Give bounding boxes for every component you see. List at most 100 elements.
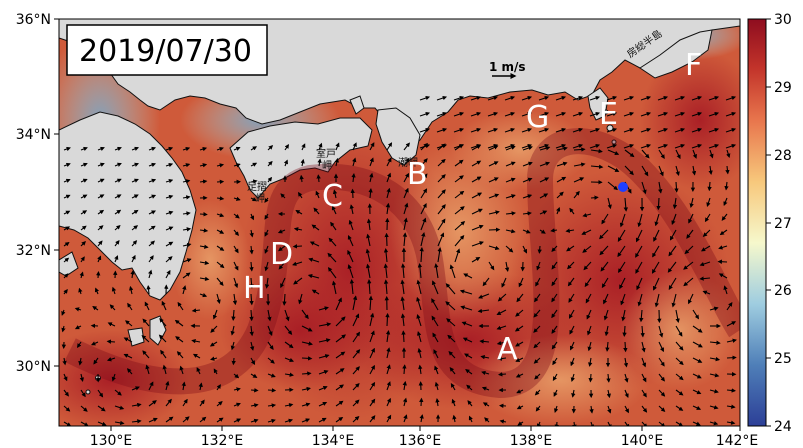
- velocity-vector: [516, 293, 524, 303]
- velocity-vector: [691, 165, 697, 176]
- velocity-vector: [216, 245, 225, 251]
- velocity-vector: [481, 386, 490, 391]
- region-label-a: A: [497, 332, 518, 367]
- velocity-vector: [352, 366, 360, 375]
- velocity-vector: [402, 397, 408, 407]
- velocity-vector: [691, 143, 703, 149]
- velocity-vector: [97, 209, 105, 215]
- velocity-vector: [161, 300, 167, 311]
- velocity-vector: [216, 146, 224, 152]
- velocity-vector: [277, 229, 286, 234]
- velocity-vector: [487, 127, 499, 133]
- velocity-vector: [347, 234, 354, 247]
- velocity-vector: [658, 165, 664, 177]
- land-goto: [59, 251, 79, 277]
- velocity-vector: [369, 415, 376, 423]
- velocity-vector: [460, 305, 473, 311]
- velocity-vector: [177, 301, 184, 311]
- velocity-vector: [131, 254, 136, 263]
- velocity-vector: [366, 233, 371, 247]
- velocity-vector: [600, 261, 609, 272]
- velocity-vector: [165, 226, 174, 231]
- velocity-vector: [521, 95, 533, 101]
- velocity-vector: [93, 357, 99, 365]
- velocity-vector: [301, 418, 311, 423]
- velocity-vector: [534, 373, 541, 380]
- velocity-vector: [641, 373, 647, 383]
- velocity-vector: [590, 195, 599, 200]
- velocity-vector: [654, 293, 660, 308]
- date-box: [66, 24, 268, 76]
- velocity-vector: [249, 325, 254, 337]
- velocity-vector: [488, 177, 499, 183]
- velocity-vector: [674, 111, 686, 117]
- velocity-vector: [317, 158, 322, 167]
- velocity-vector: [672, 197, 678, 210]
- velocity-vector: [588, 357, 593, 367]
- velocity-vector: [80, 256, 85, 263]
- velocity-vector: [719, 229, 728, 236]
- velocity-vector: [462, 337, 473, 343]
- velocity-vector: [249, 261, 254, 272]
- velocity-vector: [63, 389, 69, 397]
- velocity-vector: [97, 162, 105, 167]
- velocity-vector: [482, 277, 490, 287]
- velocity-vector: [482, 402, 490, 407]
- velocity-vector: [199, 146, 208, 152]
- velocity-vector: [466, 384, 473, 391]
- velocity-vector: [623, 197, 629, 212]
- velocity-vector: [533, 309, 541, 318]
- velocity-vector: [658, 405, 666, 412]
- velocity-vector: [250, 357, 256, 366]
- velocity-vectors: [61, 95, 737, 426]
- velocity-vector: [504, 261, 510, 272]
- velocity-vector: [63, 405, 71, 412]
- velocity-vector: [114, 162, 122, 167]
- velocity-vector: [199, 399, 205, 407]
- velocity-vector: [327, 267, 337, 279]
- velocity-vector: [692, 389, 702, 395]
- velocity-vector: [453, 127, 465, 133]
- velocity-vector: [467, 400, 473, 407]
- velocity-vector: [572, 95, 584, 101]
- velocity-vector: [621, 309, 626, 322]
- velocity-vector: [131, 419, 142, 424]
- velocity-vector: [538, 95, 550, 101]
- velocity-vector: [436, 143, 448, 149]
- velocity-vector: [199, 416, 207, 423]
- velocity-vector: [641, 405, 648, 413]
- velocity-vector: [603, 293, 609, 305]
- velocity-vector: [250, 197, 257, 202]
- velocity-vector: [216, 229, 225, 234]
- velocity-vector: [148, 240, 156, 247]
- velocity-vector: [522, 194, 533, 199]
- velocity-vector: [517, 421, 524, 426]
- velocity-vector: [726, 321, 737, 327]
- velocity-vector: [675, 357, 684, 366]
- velocity-vector: [692, 421, 701, 426]
- velocity-vector: [601, 277, 609, 289]
- velocity-vector: [311, 224, 320, 231]
- velocity-vector: [199, 293, 208, 298]
- velocity-vector: [199, 260, 210, 266]
- velocity-vector: [216, 163, 225, 168]
- velocity-vector: [148, 400, 157, 407]
- velocity-vector: [675, 309, 680, 323]
- velocity-vector: [80, 405, 88, 412]
- velocity-vector: [403, 217, 408, 231]
- velocity-vector: [249, 277, 254, 289]
- velocity-vector: [131, 386, 140, 391]
- velocity-vector: [293, 227, 303, 232]
- velocity-vector: [80, 210, 88, 215]
- velocity-vector: [231, 309, 236, 321]
- velocity-vector: [233, 387, 241, 392]
- velocity-vector: [709, 389, 719, 394]
- location-marker: [618, 182, 628, 192]
- velocity-vector: [683, 277, 694, 287]
- velocity-vector: [432, 332, 439, 343]
- velocity-vector: [350, 188, 355, 199]
- velocity-vector: [709, 405, 719, 410]
- velocity-vector: [692, 405, 702, 410]
- velocity-vector: [637, 293, 643, 307]
- velocity-vector: [61, 325, 66, 333]
